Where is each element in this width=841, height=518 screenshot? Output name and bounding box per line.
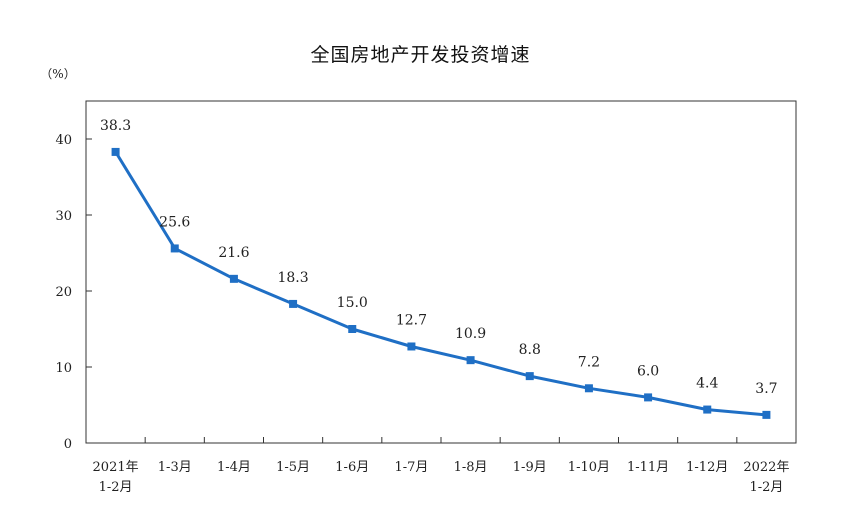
y-tick-label: 40 — [55, 133, 72, 148]
y-tick-label: 10 — [55, 361, 72, 376]
x-tick-label: 2021年 — [93, 460, 139, 475]
x-tick-label: 1-10月 — [568, 460, 610, 475]
y-tick-label: 30 — [55, 209, 72, 224]
x-tick-label: 1-4月 — [217, 460, 251, 475]
data-label: 4.4 — [696, 376, 718, 392]
data-label: 25.6 — [159, 214, 190, 230]
x-tick-label: 1-12月 — [686, 460, 728, 475]
data-label: 3.7 — [755, 381, 777, 397]
data-labels: 38.3 25.6 21.6 18.3 15.0 12.7 10.9 8.8 7.2 6.0 4.4… — [100, 118, 778, 397]
data-point — [111, 147, 120, 156]
data-point — [466, 356, 475, 365]
data-point — [525, 372, 534, 381]
y-axis: 0 10 20 30 40 — [55, 133, 92, 452]
x-tick-label: 1-8月 — [454, 460, 488, 475]
data-label: 18.3 — [277, 270, 308, 286]
data-label: 8.8 — [519, 342, 541, 358]
data-label: 6.0 — [637, 363, 659, 379]
data-point — [644, 393, 653, 402]
x-tick-label: 1-6月 — [335, 460, 369, 475]
x-tick-label: 1-5月 — [276, 460, 310, 475]
series-line — [114, 151, 767, 417]
data-label: 7.2 — [578, 354, 600, 370]
x-tick-label: 1-3月 — [158, 460, 192, 475]
y-tick-label: 0 — [64, 437, 72, 452]
data-label: 12.7 — [396, 312, 427, 328]
x-tick-label: 1-11月 — [627, 460, 669, 475]
chart-title: 全国房地产开发投资增速 — [310, 44, 531, 66]
data-point — [407, 342, 416, 351]
data-point — [170, 244, 179, 253]
data-point — [348, 325, 357, 333]
data-label: 10.9 — [455, 326, 486, 342]
y-unit-label: （%） — [40, 67, 75, 81]
series-markers — [111, 147, 771, 419]
y-tick-label: 20 — [55, 285, 72, 300]
x-tick-label: 2022年 — [743, 460, 789, 475]
data-point — [703, 405, 712, 414]
x-tick-label: 1-7月 — [394, 460, 428, 475]
data-label: 38.3 — [100, 118, 131, 134]
data-point — [762, 410, 771, 419]
data-label: 15.0 — [337, 295, 368, 311]
plot-frame — [85, 100, 797, 444]
data-label: 21.6 — [218, 245, 249, 261]
data-point — [584, 384, 593, 393]
x-axis: 2021年 1-2月 1-3月 1-4月 1-5月 1-6月 1-7月 1-8月 1-9月 1-1… — [93, 437, 789, 495]
x-tick-label: 1-2月 — [99, 480, 133, 495]
data-point — [229, 274, 238, 283]
x-tick-label: 1-2月 — [749, 480, 783, 495]
x-tick-label: 1-9月 — [513, 460, 547, 475]
data-point — [289, 299, 298, 308]
